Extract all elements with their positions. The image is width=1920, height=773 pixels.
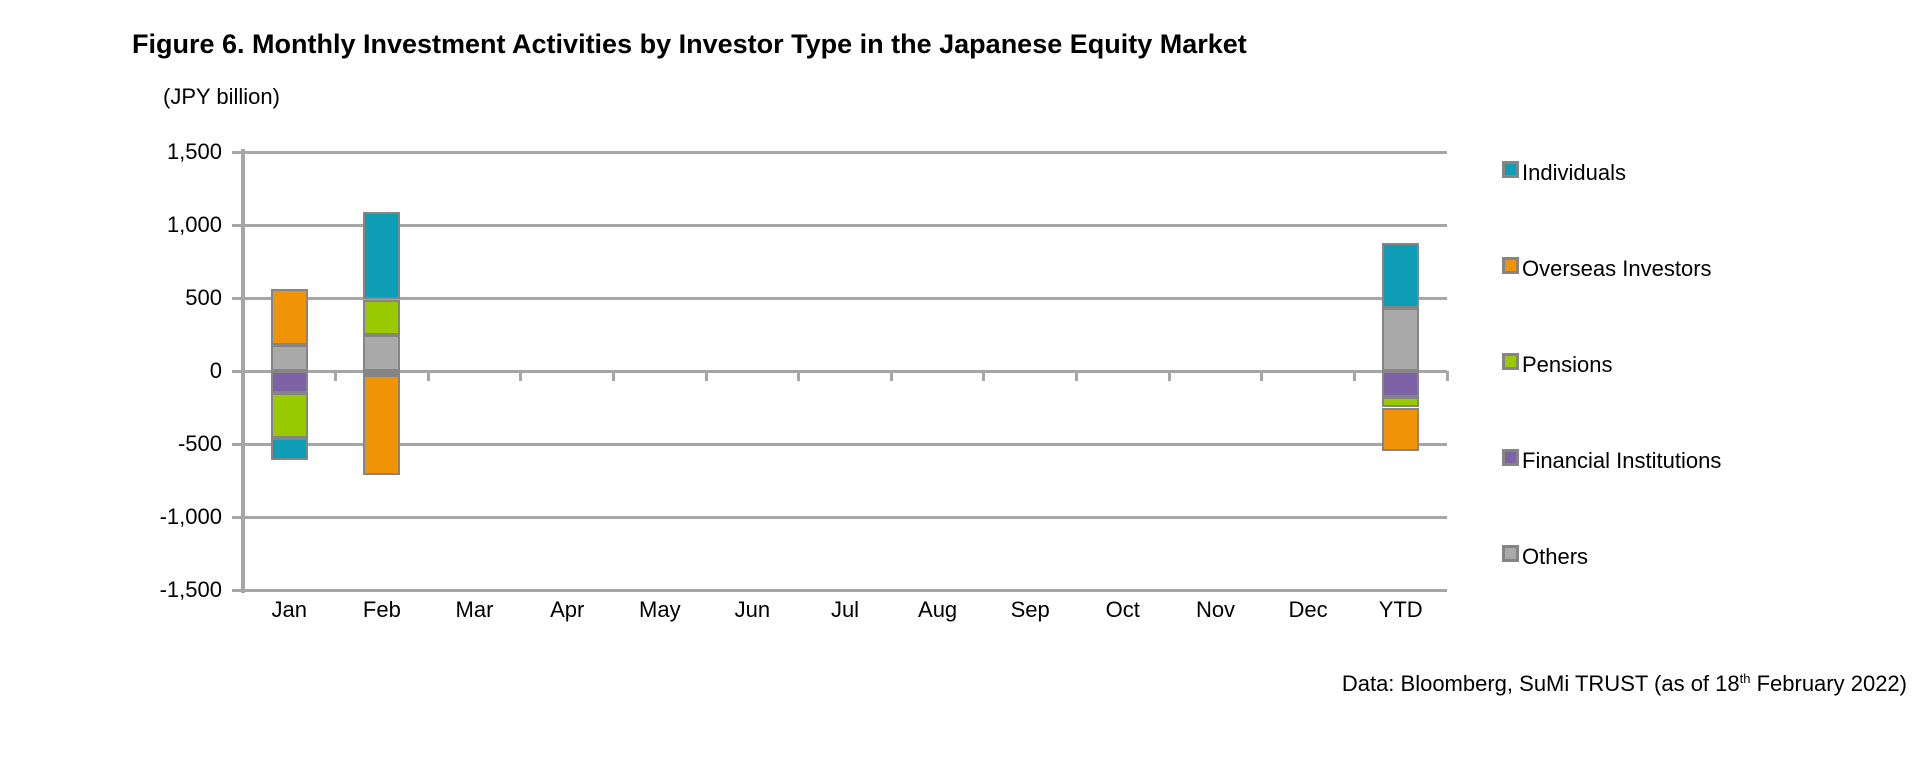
x-axis-tick (1075, 371, 1078, 381)
bar-segment-jan-overseas-investors (270, 288, 308, 345)
y-axis-tick-label: -1,500 (159, 577, 222, 602)
x-axis-label: Jul (830, 597, 860, 622)
x-axis-tick (1352, 371, 1356, 381)
bar-segment-feb-overseas-investors (363, 375, 401, 475)
legend-color-swatch-icon (1502, 353, 1519, 370)
legend-item-others: Others (1502, 544, 1588, 570)
x-axis-label: Oct (1105, 597, 1140, 622)
y-axis-tick-label: -1,000 (159, 504, 222, 529)
figure-title: Figure 6. Monthly Investment Activities … (132, 29, 1247, 59)
x-axis-tick (1260, 371, 1264, 381)
x-axis-tick (612, 371, 615, 381)
legend-item-pensions: Pensions (1502, 352, 1613, 378)
gridline (243, 223, 1447, 227)
gridline (243, 150, 1447, 154)
legend-label: Individuals (1522, 160, 1626, 185)
y-axis-line (241, 149, 245, 593)
gridline (243, 296, 1447, 300)
y-axis-tick-label: -500 (177, 431, 222, 456)
bar-segment-ytd-others (1382, 308, 1420, 371)
legend-item-financial-institutions: Financial Institutions (1502, 448, 1721, 474)
bar-segment-feb-individuals (363, 211, 401, 300)
x-axis-tick (704, 371, 708, 381)
x-axis-tick (519, 371, 523, 381)
bar-segment-ytd-financial-institutions (1382, 371, 1420, 398)
y-axis-tick-label: 1,500 (166, 139, 222, 164)
source-superscript: th (1739, 671, 1751, 686)
bar-segment-ytd-overseas-investors (1382, 407, 1420, 451)
x-axis-tick (982, 371, 986, 381)
gridline (243, 588, 1447, 592)
x-axis-label: Feb (362, 597, 401, 622)
bar-segment-feb-pensions (363, 299, 401, 335)
bar-segment-feb-others (363, 334, 401, 371)
bar-segment-feb-financial-institutions (363, 371, 401, 376)
bar-segment-ytd-individuals (1382, 242, 1420, 309)
gridline (243, 369, 1447, 373)
y-axis-tick-label: 500 (185, 285, 222, 310)
bar-segment-jan-others (270, 344, 308, 371)
legend-color-swatch-icon (1502, 449, 1519, 466)
data-source-note: Data: Bloomberg, SuMi TRUST (as of 18th … (1342, 671, 1907, 697)
legend-label: Financial Institutions (1522, 448, 1722, 473)
x-axis-label: May (639, 597, 681, 622)
x-axis-tick (889, 371, 893, 381)
x-axis-label: Jan (271, 597, 308, 622)
y-axis-unit-label: (JPY billion) (163, 84, 280, 109)
bar-segment-jan-financial-institutions (270, 371, 308, 393)
source-text-suffix: February 2022) (1750, 671, 1907, 696)
x-axis-tick (1167, 371, 1171, 381)
legend-color-swatch-icon (1502, 257, 1519, 274)
x-axis-label: Jun (734, 597, 771, 622)
x-axis-tick (797, 371, 801, 381)
x-axis-label: Aug (918, 597, 958, 622)
legend-item-overseas-investors: Overseas Investors (1502, 256, 1712, 282)
bar-segment-jan-individuals (270, 438, 308, 461)
legend-label: Others (1522, 544, 1589, 569)
x-axis-label: Apr (550, 597, 585, 622)
x-axis-tick (334, 371, 338, 381)
x-axis-label: YTD (1378, 597, 1423, 622)
x-axis-tick (426, 371, 430, 381)
x-axis-label: Sep (1010, 597, 1050, 622)
y-axis-tick-label: 1,000 (166, 212, 222, 237)
legend-item-individuals: Individuals (1502, 160, 1626, 186)
legend-label: Overseas Investors (1522, 256, 1712, 281)
bar-segment-ytd-pensions (1382, 397, 1420, 408)
gridline (243, 515, 1447, 519)
gridline (243, 442, 1447, 446)
x-axis-tick (1445, 371, 1449, 381)
x-axis-label: Dec (1288, 597, 1328, 622)
legend-label: Pensions (1522, 352, 1613, 377)
y-axis-tick-label: 0 (209, 358, 222, 383)
legend-color-swatch-icon (1502, 161, 1519, 178)
x-axis-label: Nov (1195, 597, 1236, 622)
x-axis-label: Mar (455, 597, 494, 622)
bar-segment-jan-pensions (270, 392, 308, 439)
source-text: Data: Bloomberg, SuMi TRUST (as of 18 (1341, 671, 1740, 696)
legend-color-swatch-icon (1502, 545, 1519, 562)
